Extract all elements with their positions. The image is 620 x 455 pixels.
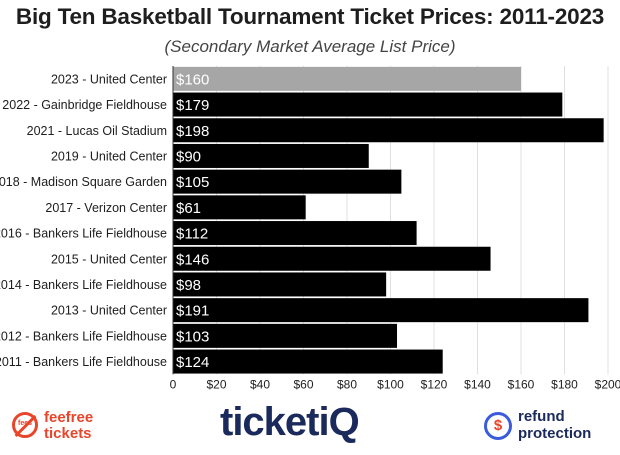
data-label: $112 xyxy=(176,226,208,243)
data-label: $146 xyxy=(176,251,209,268)
footer-logos: fees feefree tickets ticketiQ $ refund p… xyxy=(0,398,620,455)
category-label: 2019 - United Center xyxy=(51,149,167,163)
x-tick-label: $40 xyxy=(250,377,270,391)
bar xyxy=(173,221,417,246)
x-tick-label: $160 xyxy=(508,377,535,391)
x-tick-label: $140 xyxy=(464,377,491,391)
category-label: 2013 - United Center xyxy=(51,304,167,318)
category-label: 2016 - Bankers Life Fieldhouse xyxy=(0,227,167,241)
data-label: $61 xyxy=(176,200,201,217)
chart-title: Big Ten Basketball Tournament Ticket Pri… xyxy=(15,4,605,29)
bar xyxy=(173,66,521,91)
category-label: 2012 - Bankers Life Fieldhouse xyxy=(0,329,167,343)
bar xyxy=(173,195,306,220)
category-label: 2021 - Lucas Oil Stadium xyxy=(27,124,167,138)
chart-subtitle: (Secondary Market Average List Price) xyxy=(164,37,456,56)
category-label: 2015 - United Center xyxy=(51,252,167,266)
x-tick-label: $180 xyxy=(551,377,578,391)
refund-dollar-icon: $ xyxy=(484,412,512,440)
category-label: 2011 - Bankers Life Fieldhouse xyxy=(0,355,167,369)
no-fees-icon-text: fees xyxy=(17,420,32,427)
category-label: 2018 - Madison Square Garden xyxy=(0,175,167,189)
ticketiq-logo: ticketiQ xyxy=(220,400,420,445)
bar xyxy=(173,246,491,271)
category-label: 2022 - Gainbridge Fieldhouse xyxy=(2,98,167,112)
data-label: $105 xyxy=(176,174,209,191)
bar xyxy=(173,169,402,194)
bar xyxy=(173,298,589,323)
feefree-tickets-logo: fees feefree tickets xyxy=(12,410,122,450)
feefree-line-1: feefree xyxy=(44,409,94,426)
x-tick-label: $100 xyxy=(377,377,404,391)
bar xyxy=(173,272,387,297)
data-label: $191 xyxy=(176,303,209,320)
data-label: $103 xyxy=(176,328,209,345)
bar xyxy=(173,143,369,168)
bar xyxy=(173,349,443,374)
refund-logo-text: refund protection xyxy=(518,408,591,442)
x-tick-label: $80 xyxy=(337,377,357,391)
ticketiq-logo-iq: iQ xyxy=(318,400,360,444)
bar xyxy=(173,323,398,348)
x-tick-label: $200 xyxy=(595,377,620,391)
data-label: $98 xyxy=(176,277,201,294)
data-label: $160 xyxy=(176,71,209,88)
x-tick-label: $120 xyxy=(421,377,448,391)
no-fees-icon: fees xyxy=(12,412,38,438)
refund-line-1: refund xyxy=(518,408,565,425)
refund-dollar-symbol: $ xyxy=(493,417,503,434)
x-tick-label: 0 xyxy=(170,377,177,391)
refund-line-2: protection xyxy=(518,425,592,442)
category-label: 2014 - Bankers Life Fieldhouse xyxy=(0,278,167,292)
x-tick-label: $60 xyxy=(293,377,313,391)
bar xyxy=(173,92,563,117)
bar xyxy=(173,118,604,143)
feefree-line-2: tickets xyxy=(44,425,92,442)
data-label: $90 xyxy=(176,148,201,165)
bar-chart: 0 $20 $40 $60 $80 $100 $120 $140 $160 $180 $200 202… xyxy=(0,66,620,391)
data-label: $124 xyxy=(176,354,209,371)
refund-protection-logo: $ refund protection xyxy=(484,408,620,452)
data-label: $198 xyxy=(176,123,209,140)
x-tick-label: $20 xyxy=(206,377,226,391)
category-label: 2023 - United Center xyxy=(51,72,167,86)
data-label: $179 xyxy=(176,97,209,114)
category-label: 2017 - Verizon Center xyxy=(45,201,167,215)
ticketiq-logo-main: ticket xyxy=(220,400,319,444)
feefree-logo-text: feefree tickets xyxy=(44,410,93,442)
